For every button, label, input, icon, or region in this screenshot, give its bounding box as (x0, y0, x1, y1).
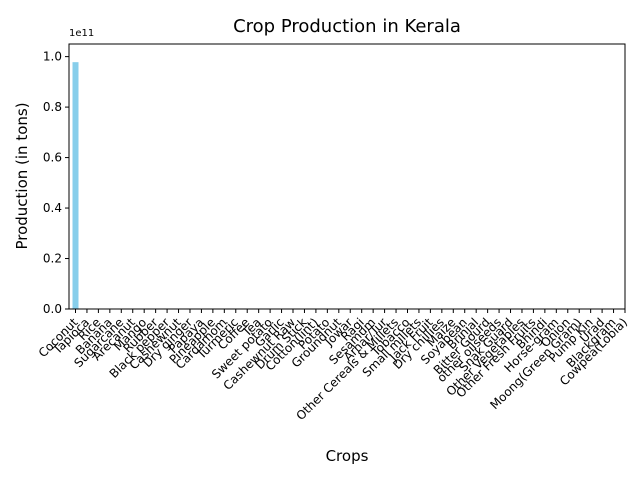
y-axis-label: Production (in tons) (13, 102, 31, 249)
bar (72, 62, 79, 309)
y-tick-label: 0.6 (43, 151, 62, 165)
y-offset-label: 1e11 (69, 28, 94, 39)
y-axis: 0.0 0.2 0.4 0.6 0.8 1.0 (43, 50, 69, 316)
x-axis-label: Crops (326, 447, 369, 465)
y-tick-label: 1.0 (43, 50, 62, 64)
bars-group (72, 62, 182, 309)
plot-frame (68, 43, 626, 310)
x-axis: CoconutTapiocaRiceBananaSugarcaneArecanu… (36, 309, 630, 423)
y-tick-label: 0.2 (43, 252, 62, 266)
y-tick-label: 0.0 (43, 302, 62, 316)
y-tick-label: 0.8 (43, 100, 62, 114)
chart-title: Crop Production in Kerala (233, 16, 461, 37)
y-tick-label: 0.4 (43, 201, 62, 215)
